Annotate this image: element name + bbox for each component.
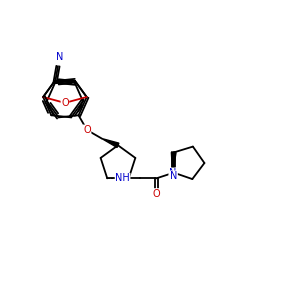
Text: N: N	[56, 52, 63, 62]
Text: O: O	[153, 189, 160, 199]
Text: O: O	[61, 98, 69, 108]
Text: O: O	[83, 125, 91, 135]
Text: N: N	[170, 171, 177, 181]
Polygon shape	[102, 139, 119, 148]
Polygon shape	[171, 152, 176, 173]
Text: N: N	[169, 168, 176, 178]
Text: NH: NH	[115, 173, 130, 183]
